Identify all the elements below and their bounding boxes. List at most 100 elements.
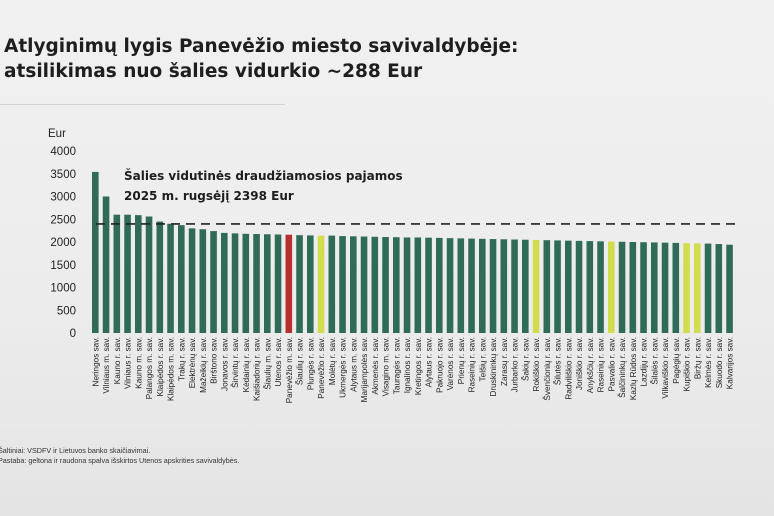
title-divider <box>0 104 285 105</box>
x-tick-label: Vilkaviškio r. sav. <box>661 337 670 399</box>
bar <box>479 238 486 333</box>
x-tick-label: Klaipėdos r. sav. <box>156 337 165 396</box>
bar <box>672 242 680 333</box>
bar <box>597 241 604 333</box>
x-tick-label: Plungės r. sav. <box>306 337 315 390</box>
bar <box>113 214 121 333</box>
x-tick-label: Panevėžio m. sav. <box>285 337 294 403</box>
x-tick-label: Lazdijų r. sav. <box>640 337 649 386</box>
x-tick-label: Kalvarijos sav. <box>726 337 735 389</box>
x-tick-label: Kėdainių r. sav. <box>242 337 251 392</box>
bar <box>403 237 411 333</box>
x-tick-label: Kaišiadorių r. sav. <box>253 337 262 401</box>
y-tick-label: 0 <box>70 328 76 340</box>
x-tick-label: Anykščių r. sav. <box>586 337 595 393</box>
y-axis-label: Eur <box>48 128 66 140</box>
bar <box>307 235 314 333</box>
x-tick-label: Kupiškio r. sav. <box>683 337 692 391</box>
bar <box>726 244 733 333</box>
bar <box>339 236 346 333</box>
x-tick-label: Druskininkų sav. <box>489 337 498 396</box>
bar <box>414 237 422 333</box>
y-tick-label: 2500 <box>50 214 76 226</box>
x-tick-label: Kelmės r. sav. <box>704 337 713 388</box>
bar <box>618 241 626 333</box>
chart-title-line-1: Atlyginimų lygis Panevėžio miesto saviva… <box>4 36 519 57</box>
bar <box>360 236 368 333</box>
bar <box>156 221 164 333</box>
x-tick-label: Vilniaus m. sav. <box>102 337 111 394</box>
x-tick-label: Birštono sav. <box>210 337 219 384</box>
x-tick-label: Visagino m. sav. <box>382 337 391 396</box>
bar <box>651 242 658 333</box>
x-tick-label: Pakruojo r. sav. <box>435 337 444 393</box>
footnotes: Šaltiniai: VSDFV ir Lietuvos banko skaič… <box>0 446 239 466</box>
x-tick-label: Biržų r. sav. <box>693 337 702 379</box>
x-tick-label: Pasvalio r. sav. <box>607 337 616 391</box>
x-tick-label: Molėtų r. sav. <box>328 337 337 385</box>
x-tick-label: Šalčininkų r. sav. <box>617 337 627 398</box>
x-tick-label: Telšių r. sav. <box>478 337 487 381</box>
bar <box>178 225 185 333</box>
x-tick-label: Vilniaus r. sav. <box>124 337 133 389</box>
bar <box>221 232 228 333</box>
bar <box>446 238 454 333</box>
x-tick-label: Joniškio r. sav. <box>575 337 584 390</box>
x-tick-label: Pagėgių sav. <box>672 337 681 384</box>
bar <box>640 242 647 333</box>
bar <box>489 239 497 333</box>
x-tick-label: Neringos sav. <box>91 337 100 386</box>
bar <box>285 234 293 333</box>
y-tick-label: 2000 <box>50 237 76 249</box>
bar <box>629 242 637 333</box>
bar <box>92 171 99 333</box>
bar <box>145 216 153 333</box>
bar <box>500 239 508 333</box>
bar <box>350 236 357 333</box>
bar <box>522 239 529 333</box>
bar <box>393 237 400 333</box>
bar <box>371 236 379 333</box>
x-tick-label: Šiaulių r. sav. <box>295 337 305 385</box>
y-tick-label: 3000 <box>50 192 76 204</box>
bar-chart: Eur 0 500 1000 1500 2000 2500 3000 3500 4000 Nerin… <box>48 128 738 403</box>
bar <box>382 237 389 333</box>
bar <box>124 214 131 333</box>
x-tick-label: Jonavos r. sav. <box>220 337 229 391</box>
x-tick-label: Raseinių r. sav. <box>468 337 477 392</box>
bar <box>575 240 583 333</box>
bar <box>425 237 432 333</box>
bar <box>188 228 196 333</box>
annotation-line-1: Šalies vidutinės draudžiamosios pajamos <box>124 168 403 183</box>
annotation-line-2: 2025 m. rugsėjį 2398 Eur <box>124 189 294 203</box>
x-tick-label: Alytaus m. sav. <box>349 337 358 392</box>
x-tick-label: Marijampolės sav. <box>360 337 369 402</box>
x-tick-label: Tauragės r. sav. <box>392 337 401 394</box>
bar <box>661 242 669 333</box>
bar <box>231 233 239 333</box>
bar <box>436 237 443 333</box>
x-tick-label: Palangos m. sav. <box>145 337 154 399</box>
bar <box>296 235 303 333</box>
bar <box>715 244 723 333</box>
x-tick-label: Trakų r. sav. <box>177 337 186 381</box>
bar <box>554 240 561 333</box>
footnote-note: Pastaba: geltona ir raudona spalva išski… <box>0 456 240 465</box>
x-tick-label: Panevėžio r. sav. <box>317 337 326 399</box>
x-tick-label: Mažeikių r. sav. <box>199 337 208 393</box>
bar <box>565 240 572 333</box>
bar <box>704 243 712 333</box>
bar <box>199 229 207 333</box>
bar <box>102 196 110 333</box>
bar <box>167 223 174 333</box>
bar <box>328 235 336 333</box>
x-tick-label: Šakių r. sav. <box>520 337 530 381</box>
bar <box>694 243 701 333</box>
bar <box>683 243 690 333</box>
bar <box>468 238 475 333</box>
bar <box>608 241 615 333</box>
x-tick-label: Kazlų Rūdos sav. <box>629 337 638 400</box>
chart-title: Atlyginimų lygis Panevėžio miesto saviva… <box>4 34 564 84</box>
x-tick-label: Kretingos r. sav. <box>414 337 423 395</box>
x-tick-label: Klaipėdos m. sav. <box>167 337 176 401</box>
